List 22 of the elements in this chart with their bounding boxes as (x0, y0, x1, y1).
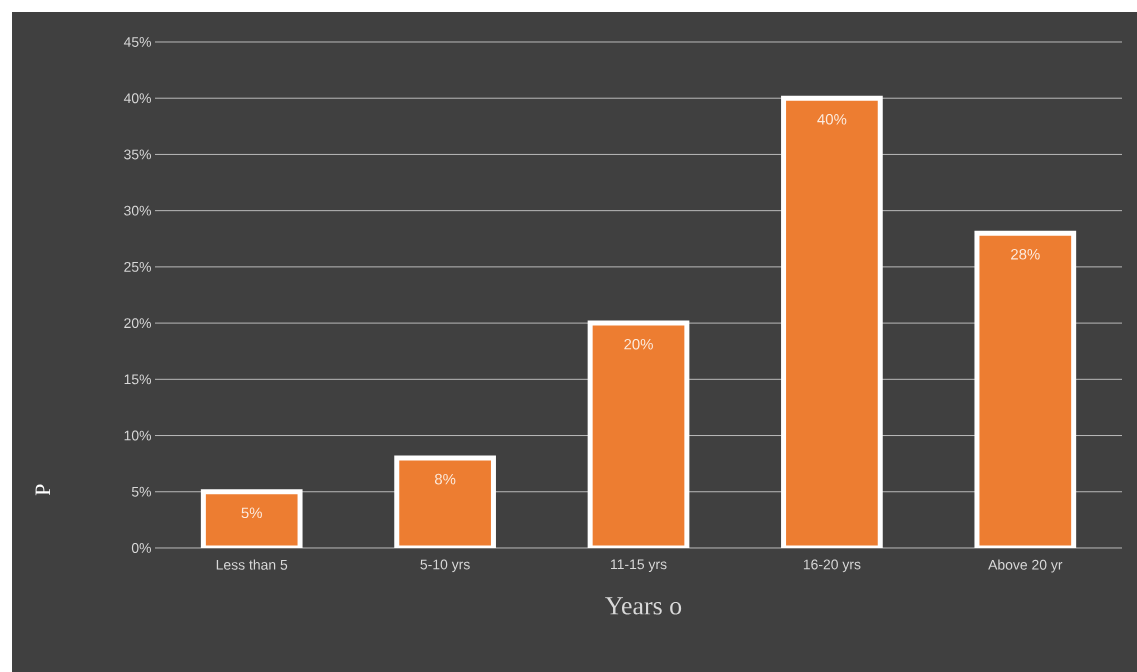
data-label: 28% (1011, 248, 1040, 260)
y-tick-label: 20% (124, 318, 151, 329)
y-tick-label: 40% (123, 93, 151, 104)
x-tick-label: Less than 5 (216, 559, 288, 570)
data-label: 5% (241, 507, 262, 519)
y-tick-label: 45% (123, 37, 151, 47)
y-tick-label: 15% (124, 374, 151, 385)
y-tick-label: 35% (124, 149, 151, 160)
x-tick-label: 16-20 yrs (803, 559, 861, 573)
x-tick-label: Above 20 yr (988, 559, 1063, 573)
y-tick-label: 25% (124, 261, 151, 272)
data-label: 20% (624, 338, 653, 350)
y-tick-label: 0% (131, 543, 151, 553)
data-label: 8% (434, 473, 456, 485)
x-tick-label: 5-10 yrs (420, 559, 470, 573)
x-tick-label: 11-15 yrs (611, 559, 667, 572)
data-label: 40% (817, 114, 847, 125)
y-tick-label: 5% (131, 486, 151, 497)
y-axis-title: P (35, 484, 50, 496)
y-tick-label: 10% (124, 430, 151, 441)
y-tick-label: 30% (124, 205, 151, 216)
x-axis-title: Years o (605, 597, 682, 615)
